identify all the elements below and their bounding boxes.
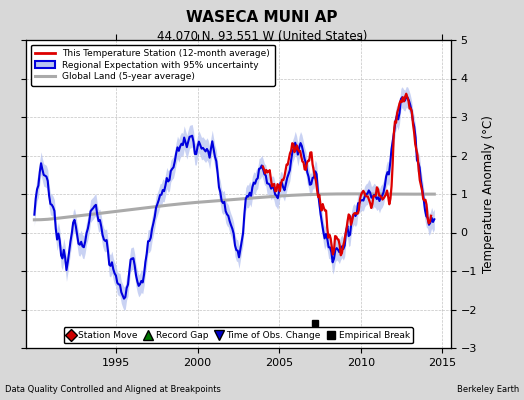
Text: 44.070 N, 93.551 W (United States): 44.070 N, 93.551 W (United States) <box>157 30 367 43</box>
Text: Berkeley Earth: Berkeley Earth <box>456 385 519 394</box>
Y-axis label: Temperature Anomaly (°C): Temperature Anomaly (°C) <box>483 115 495 273</box>
Legend: Station Move, Record Gap, Time of Obs. Change, Empirical Break: Station Move, Record Gap, Time of Obs. C… <box>63 327 413 344</box>
Text: WASECA MUNI AP: WASECA MUNI AP <box>186 10 338 25</box>
Text: Data Quality Controlled and Aligned at Breakpoints: Data Quality Controlled and Aligned at B… <box>5 385 221 394</box>
